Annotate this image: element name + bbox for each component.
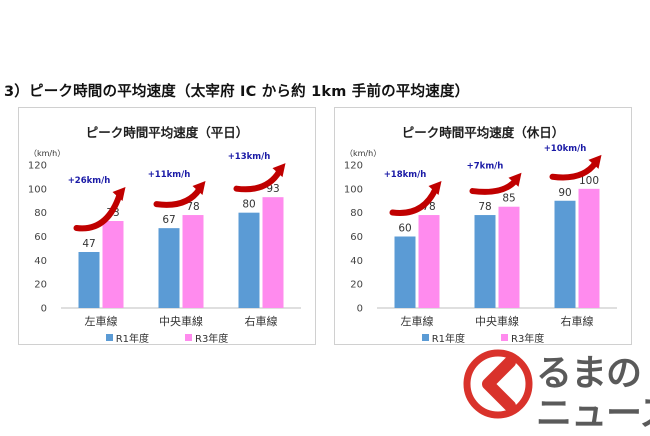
arrow-head — [112, 187, 126, 202]
logo-text-line1: るまの — [536, 353, 642, 394]
legend-label-r3: R3年度 — [195, 334, 229, 345]
bar-value-label: 78 — [186, 201, 199, 213]
arrow-shaft — [153, 186, 203, 208]
legend-label-r1: R1年度 — [115, 334, 149, 345]
increase-arrow-icon — [233, 163, 286, 193]
bar-r1 — [474, 215, 496, 308]
bar-value-label: 100 — [579, 175, 599, 187]
increase-annotation: +10km/h — [544, 144, 587, 154]
chart-svg-weekday: 0204060801001204773左車線+26km/h6778中央車線+11… — [28, 152, 301, 328]
y-tick-label: 120 — [344, 161, 363, 172]
y-tick-label: 100 — [344, 184, 363, 195]
arrow-shaft — [549, 159, 599, 181]
y-tick-label: 80 — [350, 208, 363, 219]
y-axis-unit: （km/h） — [29, 149, 66, 158]
bar-r3 — [418, 215, 440, 308]
increase-annotation: +7km/h — [467, 162, 504, 172]
y-tick-label: 20 — [34, 280, 47, 291]
y-tick-label: 120 — [28, 161, 47, 172]
y-tick-label: 40 — [350, 256, 363, 267]
legend-swatch-r3 — [501, 334, 508, 341]
bar-value-label: 80 — [242, 199, 255, 211]
chart-legend: R1年度 R3年度 — [19, 330, 315, 345]
increase-annotation: +18km/h — [384, 170, 427, 180]
y-tick-label: 60 — [350, 232, 363, 243]
bar-r1 — [554, 200, 576, 308]
legend-item-r1: R1年度 — [421, 330, 465, 345]
arrow-head — [428, 181, 442, 196]
legend-item-r3: R3年度 — [501, 330, 544, 345]
chart-title: ピーク時間平均速度（平日） — [85, 125, 249, 140]
increase-annotation: +11km/h — [148, 170, 191, 180]
legend-swatch-r3 — [185, 334, 192, 341]
increase-arrow-icon — [549, 154, 602, 181]
x-category-label: 右車線 — [245, 314, 278, 328]
y-axis-unit: （km/h） — [345, 149, 382, 158]
bar-r3 — [498, 206, 520, 308]
bar-r1 — [78, 251, 100, 308]
chart-title: ピーク時間平均速度（休日） — [401, 125, 565, 140]
y-tick-label: 0 — [41, 304, 47, 315]
increase-arrow-icon — [469, 172, 522, 195]
x-category-label: 中央車線 — [475, 314, 519, 328]
arrow-head — [192, 181, 206, 196]
x-category-label: 左車線 — [401, 314, 434, 328]
bar-r3 — [102, 221, 124, 308]
bar-r1 — [238, 212, 260, 308]
arrow-head — [588, 154, 602, 169]
arrow-shaft — [389, 186, 439, 217]
increase-annotation: +26km/h — [68, 176, 111, 186]
arrow-head — [272, 163, 286, 178]
increase-annotation: +13km/h — [228, 152, 271, 162]
logo-text-line2: ニュース — [536, 393, 650, 434]
y-tick-label: 0 — [357, 304, 363, 315]
page-heading: 3）ピーク時間の平均速度（太宰府 IC から約 1km 手前の平均速度） — [4, 84, 470, 100]
bar-value-label: 47 — [82, 238, 95, 250]
bar-value-label: 93 — [266, 183, 279, 195]
chart-legend: R1年度 R3年度 — [335, 330, 631, 345]
bar-r3 — [578, 188, 600, 308]
bar-value-label: 60 — [398, 223, 411, 235]
legend-swatch-r1 — [421, 334, 429, 341]
y-tick-label: 40 — [34, 256, 47, 267]
kurumanonews-logo: るまの ニュース — [462, 342, 650, 434]
x-category-label: 右車線 — [561, 314, 594, 328]
x-category-label: 左車線 — [85, 314, 118, 328]
bar-value-label: 78 — [478, 201, 491, 213]
bar-value-label: 67 — [162, 214, 175, 226]
arrow-shaft — [469, 177, 519, 195]
arrow-shaft — [233, 168, 283, 193]
increase-arrow-icon — [389, 181, 442, 217]
arrow-head — [508, 172, 522, 187]
legend-label-r1: R1年度 — [431, 334, 465, 345]
chart-svg-holiday: 0204060801001206078左車線+18km/h7885中央車線+7k… — [344, 144, 617, 328]
legend-item-r3: R3年度 — [185, 330, 228, 345]
bar-r3 — [262, 197, 284, 308]
chart-panel-holiday: 0 20 40 60 80 100 120 60 78 左車線 +18km/h 78 85 中央車線 +7k… — [334, 107, 632, 345]
increase-arrow-icon — [73, 187, 126, 232]
logo-mark-icon — [463, 349, 533, 419]
bar-value-label: 85 — [502, 193, 515, 205]
bar-r1 — [394, 236, 416, 308]
arrow-shaft — [73, 192, 123, 232]
y-tick-label: 60 — [34, 232, 47, 243]
increase-arrow-icon — [153, 181, 206, 208]
y-tick-label: 100 — [28, 184, 47, 195]
y-tick-label: 20 — [350, 280, 363, 291]
chart-panel-weekday: 0 20 40 60 80 100 120 47 73 左車線 +26km/h 67 78 中央車線 +11… — [18, 107, 316, 345]
bar-value-label: 90 — [558, 187, 571, 199]
x-category-label: 中央車線 — [159, 314, 203, 328]
legend-label-r3: R3年度 — [511, 334, 545, 345]
legend-item-r1: R1年度 — [105, 330, 149, 345]
bar-r3 — [182, 215, 204, 308]
legend-swatch-r1 — [105, 334, 113, 341]
bar-r1 — [158, 228, 180, 308]
y-tick-label: 80 — [34, 208, 47, 219]
